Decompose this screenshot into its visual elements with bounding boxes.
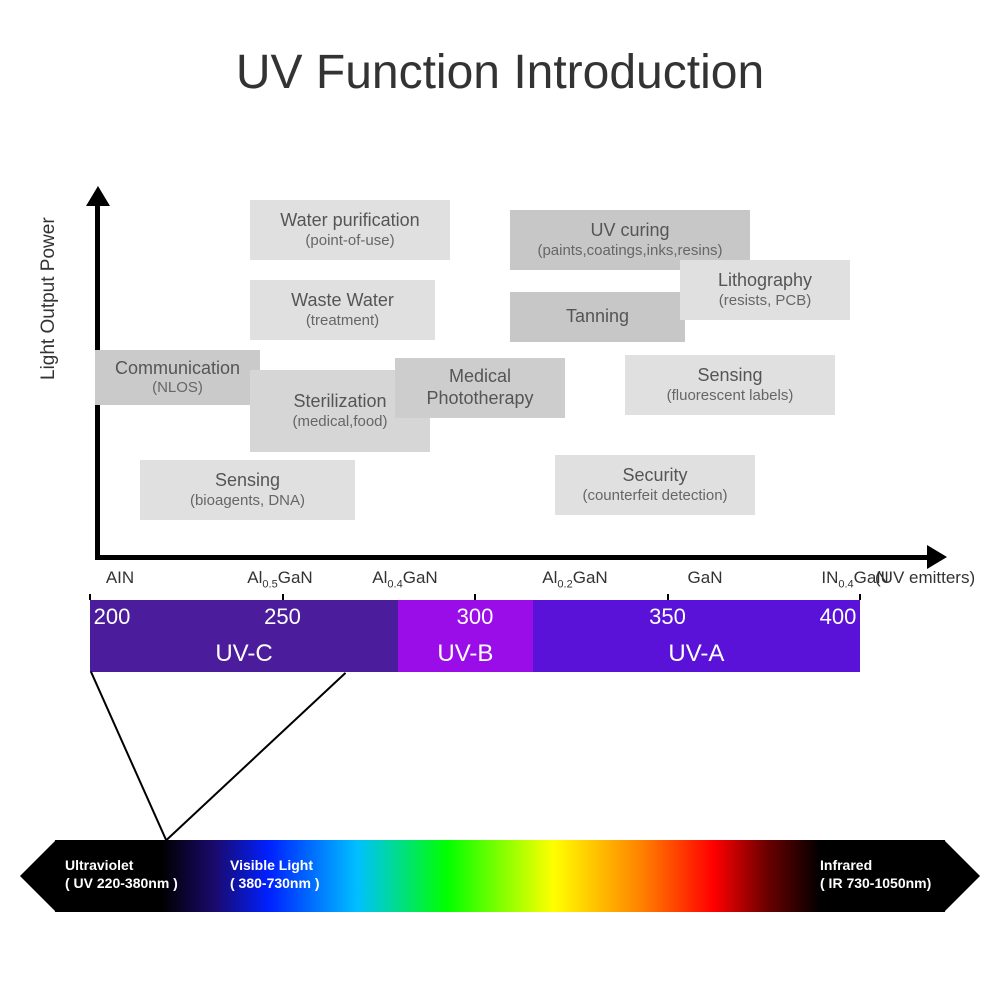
application-box: Water purification(point-of-use) bbox=[250, 200, 450, 260]
arrow-left-icon bbox=[20, 840, 56, 912]
application-subtitle: (fluorescent labels) bbox=[667, 387, 794, 405]
emitter-label: Al0.5GaN bbox=[247, 568, 312, 590]
connector-line bbox=[90, 671, 167, 840]
application-subtitle: (NLOS) bbox=[152, 379, 203, 397]
application-subtitle: (medical,food) bbox=[292, 413, 387, 431]
spectrum-label-ir: Infrared ( IR 730-1050nm) bbox=[820, 856, 931, 892]
arrow-right-icon bbox=[944, 840, 980, 912]
chart-area: Communication(NLOS) Water purification(po… bbox=[95, 200, 905, 560]
uv-band-label: UV-C bbox=[215, 640, 272, 668]
application-title: Sensing bbox=[697, 365, 762, 387]
emitter-label: Al0.2GaN bbox=[542, 568, 607, 590]
uv-tick-label: 250 bbox=[264, 604, 301, 630]
emitter-axis-label: (UV emitters) bbox=[875, 568, 975, 588]
arrow-right-icon bbox=[927, 545, 947, 569]
x-axis bbox=[95, 555, 935, 560]
application-title: UV curing bbox=[590, 220, 669, 242]
emitter-label: AIN bbox=[106, 568, 134, 588]
uv-tick bbox=[667, 594, 669, 600]
application-title: Medical Phototherapy bbox=[401, 366, 559, 409]
application-title: Sensing bbox=[215, 470, 280, 492]
application-subtitle: (resists, PCB) bbox=[719, 292, 812, 310]
application-subtitle: (paints,coatings,inks,resins) bbox=[537, 242, 722, 260]
application-subtitle: (counterfeit detection) bbox=[582, 487, 727, 505]
spectrum-label-uv: Ultraviolet ( UV 220-380nm ) bbox=[65, 856, 178, 892]
uv-spectrum-bar: UV-C UV-B UV-A 200 250 300 350 400 bbox=[90, 600, 860, 672]
emitter-label: GaN bbox=[688, 568, 723, 588]
application-title: Water purification bbox=[280, 210, 419, 232]
application-title: Sterilization bbox=[293, 391, 386, 413]
application-box: Waste Water(treatment) bbox=[250, 280, 435, 340]
application-title: Tanning bbox=[566, 306, 629, 328]
emitter-row: AINAl0.5GaNAl0.4GaNAl0.2GaNGaNIN0.4GaN bbox=[95, 568, 935, 596]
uv-tick bbox=[474, 594, 476, 600]
application-box: Medical Phototherapy bbox=[395, 358, 565, 418]
uv-tick-label: 200 bbox=[94, 604, 131, 630]
application-subtitle: (point-of-use) bbox=[305, 232, 394, 250]
application-subtitle: (bioagents, DNA) bbox=[190, 492, 305, 510]
application-box: Lithography(resists, PCB) bbox=[680, 260, 850, 320]
application-title: Lithography bbox=[718, 270, 812, 292]
uv-tick bbox=[859, 594, 861, 600]
uv-tick bbox=[89, 594, 91, 600]
application-title: Waste Water bbox=[291, 290, 394, 312]
application-box: Communication(NLOS) bbox=[95, 350, 260, 405]
y-axis-label: Light Output Power bbox=[38, 217, 60, 380]
uv-tick-label: 350 bbox=[649, 604, 686, 630]
application-subtitle: (treatment) bbox=[306, 312, 379, 330]
application-box: Sensing(fluorescent labels) bbox=[625, 355, 835, 415]
full-spectrum-bar: Ultraviolet ( UV 220-380nm ) Visible Lig… bbox=[20, 840, 980, 912]
application-title: Communication bbox=[115, 358, 240, 380]
application-box: Sensing(bioagents, DNA) bbox=[140, 460, 355, 520]
application-title: Security bbox=[622, 465, 687, 487]
spectrum-gradient bbox=[55, 840, 945, 912]
page-title: UV Function Introduction bbox=[0, 45, 1000, 100]
spectrum-label-visible: Visible Light ( 380-730nm ) bbox=[230, 856, 319, 892]
arrow-up-icon bbox=[86, 186, 110, 206]
uv-band-label: UV-B bbox=[437, 640, 493, 668]
application-box: Tanning bbox=[510, 292, 685, 342]
connector-line bbox=[165, 672, 346, 841]
uv-tick bbox=[282, 594, 284, 600]
uv-band-label: UV-A bbox=[668, 640, 724, 668]
uv-tick-label: 400 bbox=[820, 604, 857, 630]
application-box: Security(counterfeit detection) bbox=[555, 455, 755, 515]
emitter-label: Al0.4GaN bbox=[372, 568, 437, 590]
uv-tick-label: 300 bbox=[457, 604, 494, 630]
